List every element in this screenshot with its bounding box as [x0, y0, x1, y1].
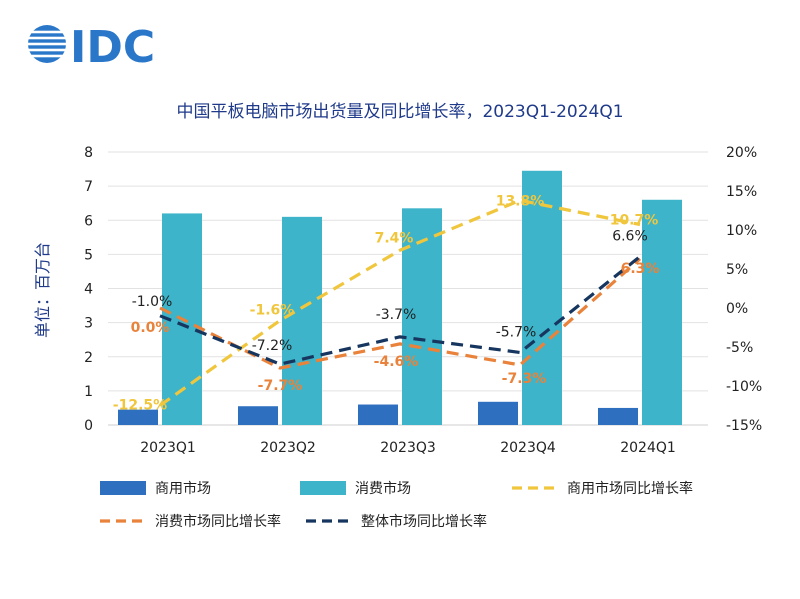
- overall-growth-label: -1.0%: [132, 294, 173, 310]
- left-tick-label: 1: [84, 384, 93, 400]
- commercial-bar: [478, 401, 518, 425]
- right-axis-ticks: -15% -10% -5% 0% 5% 10% 15% 20%: [726, 145, 762, 434]
- legend-label: 消费市场同比增长率: [155, 513, 281, 530]
- x-axis-ticks: 2023Q1 2023Q2 2023Q3 2023Q4 2024Q1: [140, 440, 676, 456]
- legend-label: 商用市场: [155, 480, 211, 497]
- bar-series: [118, 170, 682, 425]
- legend-swatch: [300, 481, 346, 495]
- globe-stripe: [27, 54, 67, 58]
- data-labels: -12.5% -1.6% 7.4% 13.8% 10.7% 0.0% -7.7% -4.6% -…: [113, 193, 660, 413]
- commercial-bar: [598, 407, 638, 425]
- consumer-bar: [402, 208, 442, 425]
- consumer-growth-label: 6.3%: [621, 261, 660, 277]
- commercial-bar: [118, 409, 158, 425]
- left-tick-label: 8: [84, 145, 93, 161]
- right-tick-label: 0%: [726, 301, 748, 317]
- legend-label: 整体市场同比增长率: [361, 513, 487, 530]
- globe-stripe: [27, 36, 67, 40]
- consumer-growth-label: -7.3%: [502, 371, 547, 387]
- commercial-growth-label: -1.6%: [250, 302, 295, 318]
- x-tick-label: 2023Q4: [500, 440, 556, 456]
- overall-growth-label: 6.6%: [612, 229, 648, 245]
- left-tick-label: 6: [84, 213, 93, 229]
- right-tick-label: -5%: [726, 340, 753, 356]
- x-tick-label: 2023Q1: [140, 440, 196, 456]
- right-tick-label: 15%: [726, 184, 757, 200]
- globe-stripe: [27, 42, 67, 46]
- left-tick-label: 3: [84, 316, 93, 332]
- commercial-growth-label: -12.5%: [113, 398, 167, 414]
- commercial-growth-label: 10.7%: [610, 213, 659, 229]
- left-tick-label: 0: [84, 418, 93, 434]
- logo-text: IDC: [70, 22, 155, 73]
- globe-icon: [27, 25, 67, 63]
- globe-stripe: [27, 30, 67, 34]
- right-tick-label: -15%: [726, 418, 762, 434]
- x-tick-label: 2023Q3: [380, 440, 436, 456]
- left-tick-label: 2: [84, 350, 93, 366]
- line-series: [159, 198, 642, 407]
- right-tick-label: 5%: [726, 262, 748, 278]
- left-tick-label: 4: [84, 282, 93, 298]
- consumer-bar: [522, 170, 562, 425]
- consumer-growth-label: -7.7%: [258, 378, 303, 394]
- overall-growth-label: -3.7%: [376, 307, 417, 323]
- consumer-growth-label: -4.6%: [374, 354, 419, 370]
- consumer-growth-label: 0.0%: [131, 320, 170, 336]
- legend-label: 商用市场同比增长率: [567, 480, 693, 497]
- x-tick-label: 2024Q1: [620, 440, 676, 456]
- legend-label: 消费市场: [355, 480, 411, 497]
- chart-title: 中国平板电脑市场出货量及同比增长率，2023Q1-2024Q1: [176, 102, 623, 122]
- consumer-bar: [642, 199, 682, 425]
- commercial-growth-label: 13.8%: [496, 193, 545, 209]
- right-tick-label: 20%: [726, 145, 757, 161]
- y-axis-label: 单位：百万台: [33, 242, 52, 338]
- overall-growth-label: -5.7%: [496, 324, 537, 340]
- left-tick-label: 5: [84, 247, 93, 263]
- commercial-bar: [238, 406, 278, 425]
- commercial-growth-label: 7.4%: [375, 230, 414, 246]
- right-tick-label: 10%: [726, 223, 757, 239]
- x-tick-label: 2023Q2: [260, 440, 316, 456]
- overall-growth-line: [159, 255, 641, 366]
- consumer-growth-line: [159, 257, 642, 370]
- commercial-bar: [358, 404, 398, 425]
- idc-logo: IDC: [27, 22, 155, 73]
- legend-swatch: [100, 481, 146, 495]
- overall-growth-label: -7.2%: [252, 338, 293, 354]
- consumer-bar: [282, 216, 322, 425]
- left-tick-label: 7: [84, 179, 93, 195]
- left-axis-ticks: 0 1 2 3 4 5 6 7 8: [84, 145, 93, 434]
- globe-stripe: [27, 48, 67, 52]
- right-tick-label: -10%: [726, 379, 762, 395]
